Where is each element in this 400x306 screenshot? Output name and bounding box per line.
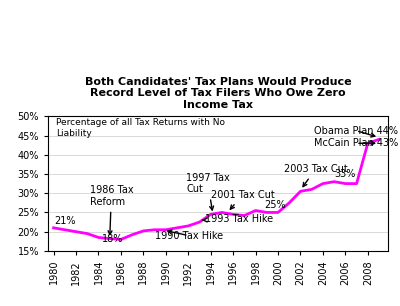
Text: 1997 Tax
Cut: 1997 Tax Cut — [186, 173, 230, 210]
Text: Obama Plan 44%: Obama Plan 44% — [314, 125, 398, 137]
Text: 1986 Tax
Reform: 1986 Tax Reform — [90, 185, 133, 235]
Text: Percentage of all Tax Returns with No
Liability: Percentage of all Tax Returns with No Li… — [56, 118, 225, 138]
Text: McCain Plan 43%: McCain Plan 43% — [314, 138, 398, 148]
Text: 33%: 33% — [334, 169, 356, 179]
Text: 21%: 21% — [55, 216, 76, 226]
Title: Both Candidates' Tax Plans Would Produce
Record Level of Tax Filers Who Owe Zero: Both Candidates' Tax Plans Would Produce… — [85, 77, 351, 110]
Text: 18%: 18% — [102, 234, 123, 244]
Text: 25%: 25% — [264, 200, 286, 210]
Text: 1993 Tax Hike: 1993 Tax Hike — [202, 214, 273, 224]
Text: 1990 Tax Hike: 1990 Tax Hike — [155, 230, 223, 241]
Text: 2003 Tax Cut: 2003 Tax Cut — [284, 164, 347, 187]
Text: 2001 Tax Cut: 2001 Tax Cut — [211, 190, 274, 209]
